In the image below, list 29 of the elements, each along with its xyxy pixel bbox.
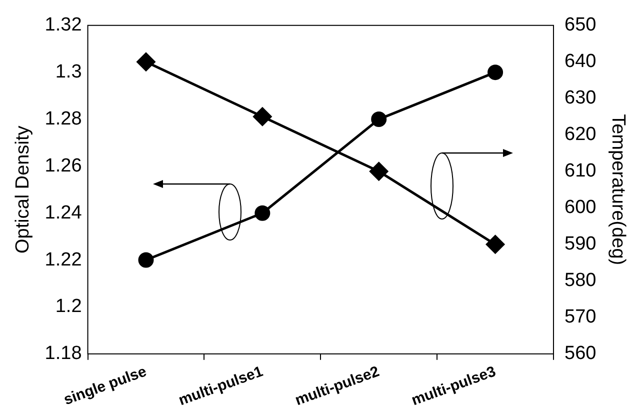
point: [254, 205, 270, 221]
point: [371, 112, 387, 127]
y2-tick-label: 610: [564, 160, 596, 182]
y2-tick-label: 580: [564, 270, 596, 292]
y-tick-label: 1.32: [44, 14, 82, 36]
point: [488, 64, 504, 80]
y2-tick-label: 620: [564, 124, 596, 146]
point: [138, 252, 154, 268]
y-tick-label: 1.24: [44, 202, 82, 224]
y2-tick-label: 630: [564, 88, 596, 109]
y-tick-label: 1.3: [55, 62, 82, 83]
y-tick-label: 1.22: [44, 249, 82, 270]
x-tick-label: single pulse: [62, 363, 149, 409]
point: [370, 162, 388, 181]
y2-axis-title: Temperature(deg): [607, 114, 628, 266]
y2-tick-label: 590: [564, 234, 596, 255]
point: [486, 235, 505, 254]
y-tick-label: 1.18: [44, 343, 82, 364]
y2-tick-label: 640: [564, 51, 596, 72]
y-tick-label: 1.2: [55, 296, 82, 318]
point: [253, 107, 272, 126]
y2-tick-label: 600: [564, 197, 596, 218]
y-axis-title: Optical Density: [12, 125, 34, 254]
y-tick-label: 1.28: [44, 108, 82, 130]
y-tick-label: 1.26: [44, 155, 82, 176]
point: [136, 52, 156, 72]
y2-tick-label: 570: [564, 306, 596, 328]
y2-tick-label: 560: [564, 343, 596, 364]
y2-tick-label: 650: [564, 14, 596, 36]
